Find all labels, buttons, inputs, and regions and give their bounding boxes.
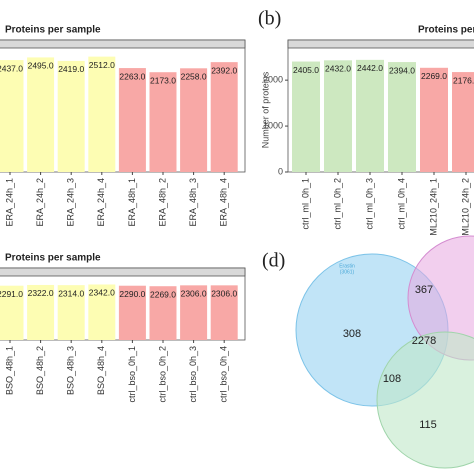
strip xyxy=(0,267,246,277)
bar xyxy=(149,72,177,172)
bar-value-label: 2419.0 xyxy=(58,64,84,74)
bar-value-label: 2269.0 xyxy=(150,289,176,299)
x-tick-label: BSO_48h_1 xyxy=(4,346,14,395)
set-size: (3061) xyxy=(340,269,355,275)
bar xyxy=(118,285,146,340)
bar xyxy=(27,284,55,340)
x-tick-label: ERA_48h_3 xyxy=(188,178,198,227)
bar-value-label: 2306.0 xyxy=(211,289,237,299)
bar-value-label: 2173.0 xyxy=(150,75,176,85)
chart-title: Proteins per sample xyxy=(5,25,101,36)
y-tick-label: 1000 xyxy=(263,120,283,130)
bar xyxy=(210,62,238,172)
bar-value-label: 2291.0 xyxy=(0,289,23,299)
bar xyxy=(0,285,24,340)
x-tick-label: ctrl_bso_0h_1 xyxy=(127,346,137,403)
bar xyxy=(452,72,474,172)
chart-title: Proteins per sample xyxy=(5,253,101,264)
bar-value-label: 2394.0 xyxy=(389,65,415,75)
bar-value-label: 2442.0 xyxy=(357,63,383,73)
bar xyxy=(180,68,208,172)
bar xyxy=(88,56,116,172)
x-tick-label: ERA_48h_2 xyxy=(157,178,167,227)
x-tick-label: ML210_24h_1 xyxy=(428,178,438,236)
chart-title: Proteins per sample xyxy=(418,25,474,36)
bar xyxy=(149,286,177,340)
strip xyxy=(287,39,474,49)
x-tick-label: ERA_24h_3 xyxy=(66,178,76,227)
bar-value-label: 2258.0 xyxy=(181,72,207,82)
bar xyxy=(292,61,320,172)
panel-label: (d) xyxy=(262,250,285,272)
x-tick-label: ERA_48h_4 xyxy=(219,178,229,227)
panel-label: (b) xyxy=(258,8,281,30)
bar xyxy=(88,284,116,340)
bar xyxy=(0,60,24,172)
bar-value-label: 2176.0 xyxy=(453,75,474,85)
x-tick-label: ERA_24h_1 xyxy=(4,178,14,227)
x-tick-label: ML210_24h_2 xyxy=(460,178,470,236)
bar-value-label: 2392.0 xyxy=(211,65,237,75)
bar-value-label: 2512.0 xyxy=(89,60,115,70)
strip xyxy=(0,39,246,49)
set-name: Erastin xyxy=(339,263,355,269)
bar xyxy=(27,57,55,173)
bar xyxy=(180,285,208,340)
x-tick-label: ctrl_ml_0h_3 xyxy=(364,178,374,230)
bar-value-label: 2269.0 xyxy=(421,71,447,81)
x-tick-label: ctrl_ml_0h_4 xyxy=(396,178,406,230)
x-tick-label: ERA_24h_2 xyxy=(35,178,45,227)
bar-value-label: 2314.0 xyxy=(58,288,84,298)
x-tick-label: BSO_48h_4 xyxy=(96,346,106,395)
venn-count: 115 xyxy=(419,419,437,431)
x-tick-label: ctrl_ml_0h_2 xyxy=(332,178,342,230)
x-tick-label: ERA_48h_1 xyxy=(127,178,137,227)
x-tick-label: BSO_48h_3 xyxy=(66,346,76,395)
y-axis-label: Number of proteins xyxy=(260,71,270,148)
venn-count: 108 xyxy=(383,373,401,385)
bar xyxy=(356,59,384,172)
venn-count: 308 xyxy=(343,328,361,340)
bar xyxy=(388,62,416,173)
bar-value-label: 2306.0 xyxy=(181,289,207,299)
venn-count: 367 xyxy=(415,284,433,296)
x-tick-label: ctrl_ml_0h_1 xyxy=(300,178,310,230)
y-tick-label: 0 xyxy=(278,166,283,176)
bar-value-label: 2290.0 xyxy=(119,289,145,299)
bar-value-label: 2342.0 xyxy=(89,288,115,298)
bar-value-label: 2322.0 xyxy=(28,288,54,298)
bar xyxy=(57,285,85,340)
bar xyxy=(57,60,85,173)
y-tick-label: 2000 xyxy=(263,75,283,85)
x-tick-label: ERA_24h_4 xyxy=(96,178,106,227)
x-tick-label: BSO_48h_2 xyxy=(35,346,45,395)
venn-circle xyxy=(376,331,474,469)
x-tick-label: ctrl_bso_0h_2 xyxy=(157,346,167,403)
bar-value-label: 2405.0 xyxy=(293,65,319,75)
venn-count: 2278 xyxy=(412,335,436,347)
bar xyxy=(420,67,448,172)
bar xyxy=(210,285,238,340)
bar xyxy=(118,68,146,172)
bar-value-label: 2263.0 xyxy=(119,71,145,81)
bar-value-label: 2437.0 xyxy=(0,63,23,73)
x-tick-label: ctrl_bso_0h_3 xyxy=(188,346,198,403)
bar xyxy=(324,60,352,172)
bar-value-label: 2495.0 xyxy=(28,61,54,71)
x-tick-label: ctrl_bso_0h_4 xyxy=(219,346,229,403)
bar-value-label: 2432.0 xyxy=(325,64,351,74)
